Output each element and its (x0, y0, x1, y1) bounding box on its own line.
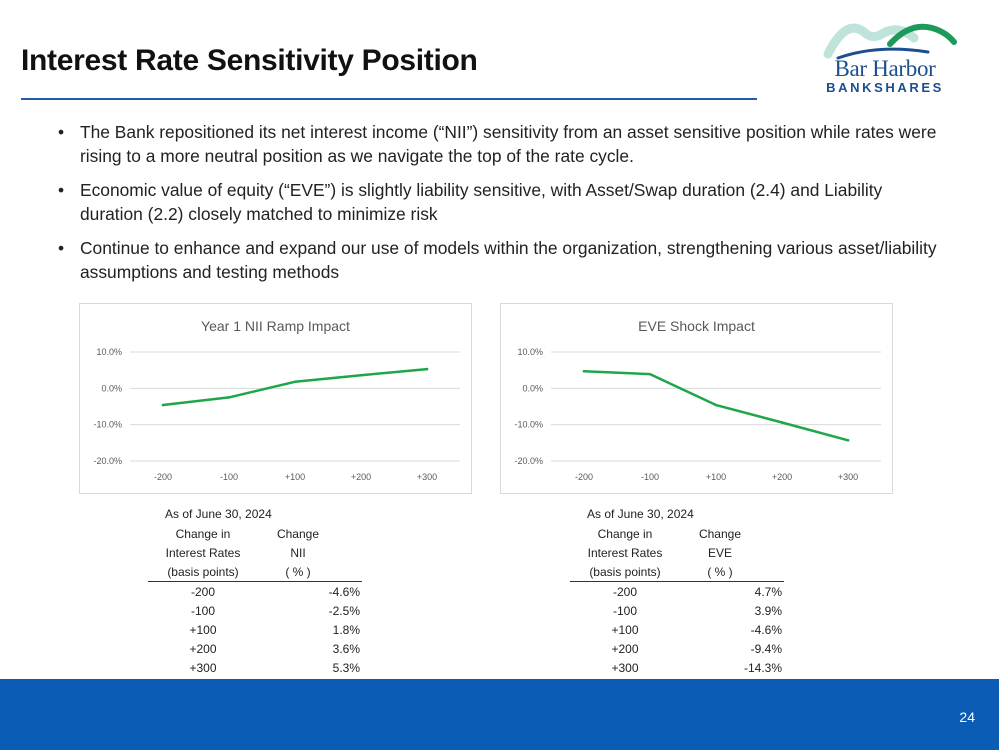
nii-chart-svg: Year 1 NII Ramp Impact 10.0% 0.0% -10.0% -20… (93, 318, 460, 482)
x-tick-label: -200 (575, 472, 593, 482)
col-header-change: ( % ) (707, 565, 733, 579)
slide-title: Interest Rate Sensitivity Position (21, 44, 478, 77)
x-tick-label: +200 (351, 472, 371, 482)
data-point (714, 403, 718, 407)
table-cell-rate: +100 (611, 623, 639, 637)
col-header-change: Change (276, 527, 320, 541)
bullet-text: The Bank repositioned its net interest i… (80, 122, 937, 166)
title-underline (21, 98, 757, 100)
y-tick-label: 0.0% (101, 383, 122, 393)
eve-chart-svg: EVE Shock Impact 10.0% 0.0% -10.0% -20.0% -20… (514, 318, 881, 482)
table-cell-change: 4.7% (754, 585, 782, 599)
col-header-change: NII (290, 546, 306, 560)
logo-wordmark: Bar Harbor (834, 56, 936, 81)
mountain-logo-icon (823, 23, 957, 60)
col-header-rate: Change in (597, 527, 653, 541)
y-tick-label: -10.0% (514, 420, 543, 430)
table-cell-change: 1.8% (332, 623, 360, 637)
table-cell-rate: +300 (189, 661, 217, 675)
table-cell-change: -9.4% (750, 642, 782, 656)
bar-harbor-logo: Bar Harbor BANKSHARES (798, 14, 968, 96)
bullet-text: Continue to enhance and expand our use o… (80, 238, 937, 282)
data-point (161, 403, 165, 407)
data-point (293, 380, 297, 384)
nii-chart: Year 1 NII Ramp Impact 10.0% 0.0% -10.0% -20… (79, 303, 472, 494)
bullet-list: • The Bank repositioned its net interest … (58, 120, 948, 294)
y-tick-label: -10.0% (93, 420, 122, 430)
table-cell-rate: -100 (190, 604, 216, 618)
data-point (648, 372, 652, 376)
x-tick-label: +300 (838, 472, 858, 482)
page-number: 24 (959, 709, 975, 725)
bullet-item: • Continue to enhance and expand our use … (58, 236, 948, 284)
col-header-rate: (basis points) (167, 565, 239, 579)
col-header-rate: (basis points) (589, 565, 661, 579)
logo-subtitle: BANKSHARES (826, 80, 944, 95)
table-cell-rate: +200 (611, 642, 639, 656)
table-cell-change: 3.6% (332, 642, 360, 656)
table-cell-rate: -100 (612, 604, 638, 618)
table-cell-change: -4.6% (328, 585, 360, 599)
table-cell-change: 5.3% (332, 661, 360, 675)
bullet-dot-icon: • (58, 180, 65, 200)
data-point (582, 369, 586, 373)
table-cell-rate: -200 (190, 585, 216, 599)
table-header-rule (148, 581, 362, 582)
y-tick-label: 10.0% (517, 347, 543, 357)
y-tick-label: -20.0% (93, 456, 122, 466)
table-as-of: As of June 30, 2024 (587, 507, 694, 521)
x-tick-label: -100 (641, 472, 659, 482)
table-cell-rate: +100 (189, 623, 217, 637)
bullet-item: • The Bank repositioned its net interest … (58, 120, 948, 168)
bullet-text: Economic value of equity (“EVE”) is slig… (80, 180, 883, 224)
bullet-item: • Economic value of equity (“EVE”) is sli… (58, 178, 948, 226)
y-tick-label: 0.0% (522, 383, 543, 393)
series-line (161, 367, 429, 407)
x-tick-label: -200 (154, 472, 172, 482)
chart-title: Year 1 NII Ramp Impact (201, 318, 350, 334)
footer-bar: 24 (0, 679, 999, 750)
x-tick-label: +100 (285, 472, 305, 482)
data-point (846, 438, 850, 442)
data-point (359, 373, 363, 377)
col-header-change: EVE (707, 546, 732, 560)
x-tick-label: +200 (772, 472, 792, 482)
data-point (425, 367, 429, 371)
table-as-of: As of June 30, 2024 (165, 507, 272, 521)
table-cell-rate: +200 (189, 642, 217, 656)
y-tick-label: -20.0% (514, 456, 543, 466)
data-point (227, 396, 231, 399)
table-cell-change: 3.9% (754, 604, 782, 618)
col-header-rate: Change in (175, 527, 231, 541)
x-tick-label: +300 (417, 472, 437, 482)
bullet-dot-icon: • (58, 238, 65, 258)
x-tick-label: -100 (220, 472, 238, 482)
table-header-rule (570, 581, 784, 582)
table-cell-change: -2.5% (328, 604, 360, 618)
table-cell-change: -4.6% (750, 623, 782, 637)
eve-chart: EVE Shock Impact 10.0% 0.0% -10.0% -20.0% -20… (500, 303, 893, 494)
data-point (780, 421, 784, 424)
col-header-rate: Interest Rates (165, 546, 241, 560)
y-tick-label: 10.0% (96, 347, 122, 357)
table-cell-change: -14.3% (743, 661, 782, 675)
chart-title: EVE Shock Impact (638, 318, 755, 334)
table-cell-rate: -200 (612, 585, 638, 599)
x-tick-label: +100 (706, 472, 726, 482)
col-header-change: ( % ) (285, 565, 311, 579)
table-cell-rate: +300 (611, 661, 639, 675)
bullet-dot-icon: • (58, 122, 65, 142)
col-header-change: Change (698, 527, 742, 541)
col-header-rate: Interest Rates (587, 546, 663, 560)
